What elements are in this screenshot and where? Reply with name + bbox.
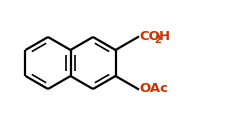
Text: H: H [159, 30, 170, 44]
Text: 2: 2 [154, 35, 161, 45]
Text: CO: CO [139, 30, 160, 44]
Text: OAc: OAc [139, 82, 168, 96]
